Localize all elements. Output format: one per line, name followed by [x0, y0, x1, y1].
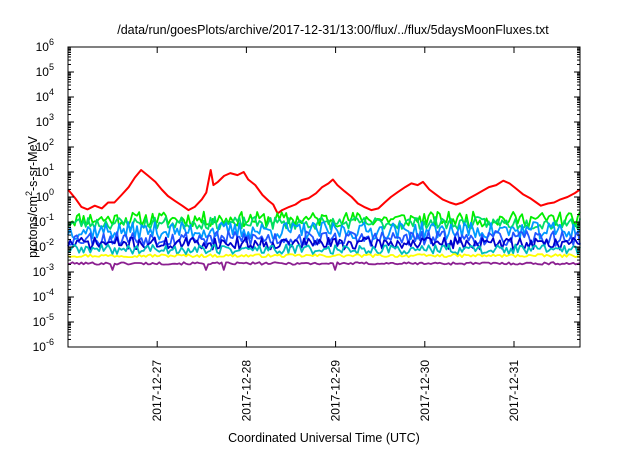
chart-title: /data/run/goesPlots/archive/2017-12-31/1… — [117, 23, 549, 37]
x-tick-label: 2017-12-29 — [329, 360, 343, 422]
y-tick-label: 101 — [36, 162, 54, 179]
y-tick-label: 103 — [36, 112, 54, 129]
y-tick-label: 10-6 — [33, 337, 54, 354]
y-tick-label: 10-4 — [33, 287, 54, 304]
series-line — [67, 261, 581, 271]
x-tick-label: 2017-12-30 — [418, 360, 432, 422]
series-line — [67, 243, 581, 256]
x-tick-label: 2017-12-31 — [507, 360, 521, 422]
y-tick-label: 105 — [36, 62, 54, 79]
x-tick-label: 2017-12-28 — [239, 360, 253, 422]
y-axis: 10-6 10-5 10-4 10-3 10-2 10-1 100 101 102 103 104 1… — [33, 37, 580, 354]
y-tick-label: 100 — [36, 187, 54, 204]
x-axis: 2017-12-27 2017-12-28 2017-12-29 2017-12-30… — [150, 47, 521, 421]
plot-frame — [67, 46, 581, 348]
series-line — [67, 253, 581, 258]
y-tick-label: 10-3 — [33, 262, 54, 279]
y-tick-label: 102 — [36, 137, 54, 154]
x-tick-label: 2017-12-27 — [150, 360, 164, 422]
y-tick-label: 10-1 — [33, 212, 54, 229]
plot-lines — [67, 169, 581, 271]
y-tick-label: 10-2 — [33, 237, 54, 254]
y-tick-label: 106 — [36, 37, 54, 54]
y-tick-label: 10-5 — [33, 312, 54, 329]
x-axis-label: Coordinated Universal Time (UTC) — [228, 431, 420, 445]
series-line — [67, 169, 581, 215]
series-line — [67, 236, 581, 251]
y-axis-label: protons/cm2-s-sr-MeV — [24, 135, 40, 257]
y-tick-label: 104 — [36, 87, 54, 104]
